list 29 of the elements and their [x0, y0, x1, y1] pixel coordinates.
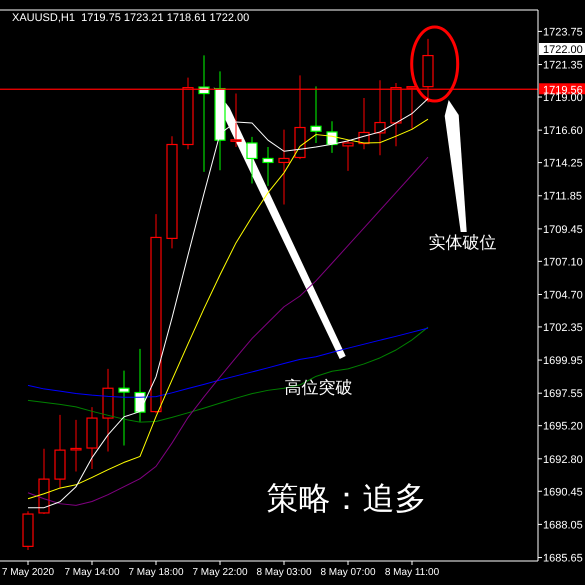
y-tick-label: 1699.95	[543, 355, 583, 368]
y-tick-label: 1685.65	[543, 552, 583, 565]
y-tick-label: 1723.75	[543, 26, 583, 38]
y-tick-label: 1690.45	[543, 486, 583, 498]
y-tick-label: 1697.55	[543, 388, 583, 400]
annotation: 策略：追多	[266, 479, 427, 517]
chart-title: XAUUSD,H1 1719.75 1723.21 1718.61 1722.00	[12, 12, 250, 24]
y-tick-label: 1704.70	[543, 289, 583, 302]
annotation: 实体破位	[428, 233, 497, 253]
y-tick-label: 1709.45	[543, 224, 583, 236]
y-tick-label: 1721.35	[543, 60, 583, 72]
x-tick-label: 8 May 07:00	[320, 567, 376, 578]
x-tick-label: 7 May 14:00	[64, 567, 120, 578]
x-tick-label: 7 May 2020	[2, 567, 55, 578]
y-tick-label: 1695.20	[543, 420, 583, 433]
y-tick-label: 1707.10	[543, 256, 583, 268]
y-tick-label: 1716.60	[543, 125, 583, 138]
y-tick-label: 1714.25	[543, 158, 583, 170]
y-tick-label: 1702.35	[543, 322, 583, 334]
x-tick-label: 7 May 18:00	[128, 567, 184, 578]
line-series	[28, 326, 428, 423]
text: 1722.00	[543, 44, 583, 56]
x-tick-label: 7 May 22:00	[192, 567, 248, 578]
y-tick-label: 1692.80	[543, 454, 583, 466]
x-tick-label: 8 May 03:00	[256, 567, 312, 578]
y-tick-label: 1688.05	[543, 519, 583, 532]
y-tick-label: 1711.85	[543, 190, 582, 203]
annotation: 高位突破	[284, 378, 353, 398]
x-tick-label: 8 May 11:00	[384, 567, 440, 578]
